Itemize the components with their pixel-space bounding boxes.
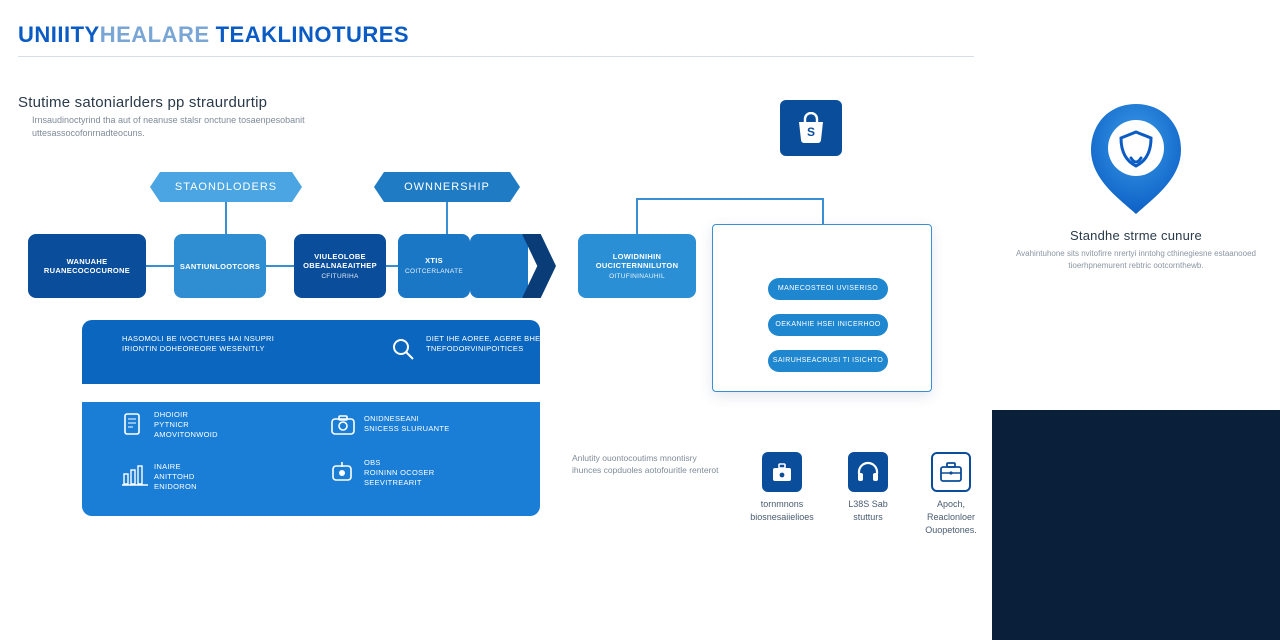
panel-item-1: DHOIOIR PYTNICR AMOVITONWOID <box>154 410 294 440</box>
node-4-desc: COITCERLANATE <box>405 267 463 276</box>
detail-panel-bottom: DHOIOIR PYTNICR AMOVITONWOID INAIRE ANIT… <box>82 402 540 516</box>
node-4-title: XTIS <box>425 256 443 265</box>
tab-stakeholders: STAONDLODERS <box>150 172 302 202</box>
segment-divider <box>277 384 279 402</box>
panel-top-right-text: DIET IHE AOREE, AGERE BHE TNEFODORVINIPO… <box>426 334 576 354</box>
sidebar-title: Standhe strme cunure <box>992 228 1280 243</box>
connector <box>636 198 822 200</box>
tab-ownership: OWNNERSHIP <box>374 172 520 202</box>
node-3: VIULEOLOBE OBEALNAEAITHEP CFITURIHA <box>294 234 386 298</box>
search-icon <box>390 336 416 362</box>
connector <box>146 265 174 267</box>
camera-icon <box>330 414 356 436</box>
connector <box>822 198 824 224</box>
main-canvas: UNIIITYHEALARETEAKLINOTURES Stutime sato… <box>0 0 992 640</box>
document-icon <box>122 412 144 436</box>
connector <box>266 265 294 267</box>
node-2: SANTIUNLOOTCORS <box>174 234 266 298</box>
tab-ownership-label: OWNNERSHIP <box>404 181 490 193</box>
brand-part2: HEALARE <box>100 22 210 47</box>
header-rule <box>18 56 974 57</box>
brand-part3: TEAKLINOTURES <box>216 22 410 47</box>
section-heading: Stutime satoniarlders pp straurdurtip <box>18 94 267 111</box>
sidebar-description: Avahintuhone sits nvitofirre nrertyi inn… <box>1015 248 1257 272</box>
footer-item-3: Apoch, Reaclonloer Ouopetones. <box>912 452 990 537</box>
node-4: XTIS COITCERLANATE <box>398 234 470 298</box>
panel-item-4: OBS ROININN OCOSER SEEVITREARIT <box>364 458 524 488</box>
footer-item-1: tornmnons biosnesaiielioes <box>746 452 818 524</box>
connector <box>446 202 448 234</box>
section-description: Irnsaudinoctyrind tha aut of neanuse sta… <box>32 114 332 140</box>
tab-stakeholders-label: STAONDLODERS <box>175 181 277 193</box>
sidebar-panel: Standhe strme cunure Avahintuhone sits n… <box>992 0 1280 410</box>
connector <box>386 265 398 267</box>
brand-part1: UNIIITY <box>18 22 100 47</box>
headset-icon <box>848 452 888 492</box>
panel-item-2: INAIRE ANITTOHD ENIDORON <box>154 462 294 492</box>
shop-icon: S <box>780 100 842 156</box>
pin-icon <box>330 460 354 486</box>
node-1: WANUAHE RUANECOCOCURONE <box>28 234 146 298</box>
segment-divider <box>407 384 409 402</box>
node-1-title: WANUAHE RUANECOCOCURONE <box>32 257 142 275</box>
brand-logo: UNIIITYHEALARETEAKLINOTURES <box>18 22 409 48</box>
pill-3: SAIRUHSEACRUSI TI ISICHTO <box>768 350 888 372</box>
bag-icon <box>762 452 802 492</box>
footer-item-2: L38S Sab stutturs <box>832 452 904 524</box>
node-outcome-desc: OITUFININAUHIL <box>609 272 665 281</box>
footnote-caption: Anlutity ouontocoutims mnontisry ihunces… <box>572 452 722 476</box>
connector <box>225 202 227 234</box>
node-3-title: VIULEOLOBE OBEALNAEAITHEP <box>298 252 382 270</box>
svg-text:S: S <box>807 125 815 139</box>
node-outcome-title: LOWIDNIHIN OUCICTERNNILUTON <box>582 252 692 270</box>
segment-divider <box>147 384 149 402</box>
chart-icon <box>122 464 148 486</box>
node-5 <box>470 234 528 298</box>
node-3-desc: CFITURIHA <box>321 272 358 281</box>
shield-pin-icon <box>1081 98 1191 223</box>
node-outcome: LOWIDNIHIN OUCICTERNNILUTON OITUFININAUHI… <box>578 234 696 298</box>
segment-divider <box>212 384 214 402</box>
segment-divider <box>342 384 344 402</box>
pill-1: MANECOSTEOI UVISERISO <box>768 278 888 300</box>
panel-item-3: ONIDNESEANI SNICESS SLURUANTE <box>364 414 524 434</box>
connector <box>636 198 638 234</box>
pill-2: OEKANHIE HSEI INICERHOO <box>768 314 888 336</box>
detail-panel-top: HASOMOLI BE IVOCTURES HAI NSUPRI IRIONTI… <box>82 320 540 384</box>
segment-divider <box>472 384 474 402</box>
panel-top-left-text: HASOMOLI BE IVOCTURES HAI NSUPRI IRIONTI… <box>122 334 292 354</box>
briefcase-icon <box>931 452 971 492</box>
node-2-title: SANTIUNLOOTCORS <box>180 262 260 271</box>
